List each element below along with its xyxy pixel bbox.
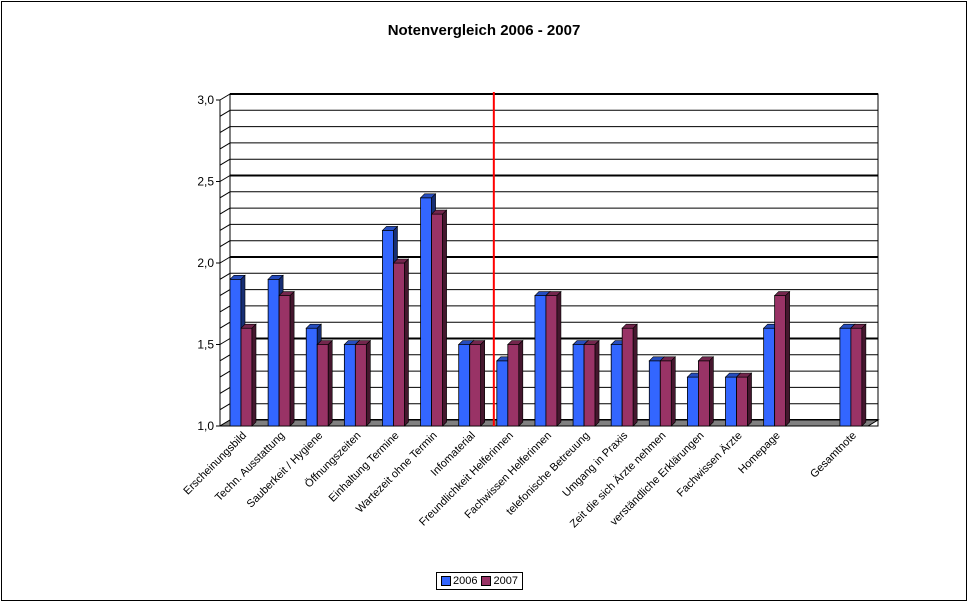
gridline-depth [219,256,231,264]
legend: 2006 2007 [436,572,523,590]
bar-side-2007 [556,290,562,427]
bar-2006 [610,344,623,427]
bar-2007 [278,295,291,427]
bar-side-2007 [251,323,257,427]
legend-label-2006: 2006 [453,575,478,587]
gridline-depth [219,289,231,297]
y-tick-label: 3,0 [197,93,214,107]
bar-2007 [240,327,253,427]
bar-2006 [572,344,585,427]
gridline-depth [219,321,231,329]
bar-2007 [774,295,787,427]
bar-side-2007 [518,339,524,427]
gridline-depth [219,126,231,134]
legend-swatch-2007 [481,576,492,586]
gridline-depth [219,93,231,101]
x-tick-label: Gesamtnote [808,430,859,481]
bar-2006 [343,344,356,427]
gridline-depth [219,191,231,199]
y-tick-label: 1,5 [197,338,214,352]
gridline-depth [219,305,231,313]
gridline-depth [219,403,231,411]
gridline-depth [219,158,231,166]
bar-side-2007 [594,339,600,427]
bar-side-2007 [480,339,486,427]
legend-item-2006: 2006 [441,575,477,587]
gridline-depth [219,175,231,182]
bar-2007 [583,344,596,427]
bar-side-2007 [785,290,790,427]
x-tick-label: Umgang in Praxis [560,429,630,499]
gridline-depth [219,272,231,280]
legend-item-2007: 2007 [481,575,518,587]
bar-side-2007 [709,356,714,427]
bar-side-2007 [861,323,867,427]
bar-side-2007 [670,356,676,427]
bar-2007 [736,376,748,427]
x-tick-label: Techn. Ausstattung [213,430,287,504]
bar-2006 [420,197,432,427]
x-tick-label: Homepage [736,430,783,477]
bar-2006 [839,327,852,427]
bar-2006 [382,229,394,427]
bar-2007 [659,360,672,427]
bar-2007 [393,262,405,427]
bar-2007 [507,344,520,427]
bar-side-2007 [289,290,295,427]
y-tick-label: 1,0 [197,419,214,433]
chart-title: Notenvergleich 2006 - 2007 [387,22,581,39]
gridline-depth [219,386,231,394]
bar-2006 [496,360,509,427]
bar-side-2007 [632,323,638,427]
x-tick-label: Fachwissen Ärzte [675,430,745,500]
gridline-depth [219,223,231,231]
gridline-depth [219,142,231,150]
bar-2007 [354,344,367,427]
bar-side-2007 [404,258,409,427]
bar-side-2007 [366,339,371,427]
bar-2006 [648,360,661,427]
legend-label-2007: 2007 [493,575,518,587]
bar-2006 [763,327,776,427]
bar-2007 [545,295,558,427]
bar-2007 [469,344,482,427]
bar-side-2007 [327,339,333,427]
bar-2006 [229,278,242,427]
bar-2006 [305,327,318,427]
y-tick-label: 2,5 [197,175,214,189]
gridline-depth [219,370,231,378]
x-tick-label: Einhaltung Termine [327,430,402,505]
bar-2007 [621,327,634,427]
gridline-depth [219,109,231,117]
bar-2007 [698,360,710,427]
gridline-depth [219,207,231,215]
bar-side-2007 [442,209,447,427]
legend-swatch-2006 [441,576,451,586]
bar-2007 [316,344,329,427]
gridline-depth [219,338,231,345]
x-tick-label: Erscheinungsbild [181,430,249,498]
bar-2006 [534,295,547,427]
bar-2006 [687,376,699,427]
bar-2006 [725,376,737,427]
bar-2007 [431,213,443,427]
bar-2006 [267,278,280,427]
bar-2007 [850,327,863,427]
gridline-depth [219,240,231,248]
y-tick-label: 2,0 [197,256,214,270]
bar-side-2007 [747,372,752,427]
gridline-depth [219,354,231,362]
bar-2006 [458,344,471,427]
